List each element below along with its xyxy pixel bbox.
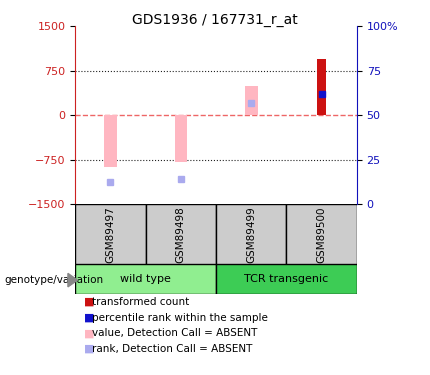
Text: GDS1936 / 167731_r_at: GDS1936 / 167731_r_at — [132, 13, 298, 27]
Text: percentile rank within the sample: percentile rank within the sample — [92, 313, 268, 322]
Bar — [245, 86, 258, 116]
Bar — [146, 204, 216, 264]
Text: GSM89497: GSM89497 — [105, 206, 116, 263]
Bar — [75, 264, 216, 294]
Text: ■: ■ — [84, 297, 94, 307]
Bar — [216, 264, 357, 294]
Bar — [286, 204, 357, 264]
Text: ■: ■ — [84, 328, 94, 338]
Text: GSM89499: GSM89499 — [246, 206, 256, 263]
Bar — [75, 204, 146, 264]
Bar — [175, 116, 187, 162]
Bar — [317, 59, 326, 116]
Bar — [104, 116, 117, 167]
Text: ■: ■ — [84, 313, 94, 322]
Text: GSM89498: GSM89498 — [176, 206, 186, 263]
Bar — [216, 204, 286, 264]
Text: genotype/variation: genotype/variation — [4, 275, 104, 285]
Text: wild type: wild type — [120, 274, 171, 284]
Text: TCR transgenic: TCR transgenic — [244, 274, 329, 284]
Text: transformed count: transformed count — [92, 297, 190, 307]
Text: rank, Detection Call = ABSENT: rank, Detection Call = ABSENT — [92, 344, 253, 354]
Text: GSM89500: GSM89500 — [316, 206, 327, 262]
Text: ■: ■ — [84, 344, 94, 354]
Text: value, Detection Call = ABSENT: value, Detection Call = ABSENT — [92, 328, 258, 338]
